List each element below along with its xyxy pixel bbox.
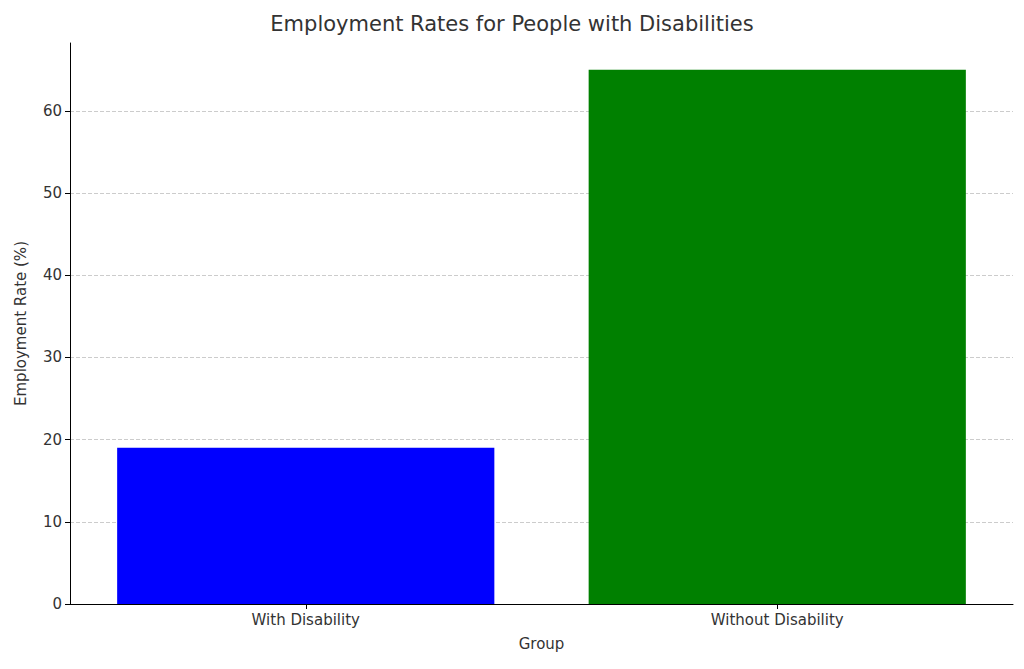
svg-text:10: 10 [43,513,62,531]
svg-text:30: 30 [43,348,62,366]
svg-text:60: 60 [43,102,62,120]
svg-text:Without Disability: Without Disability [711,611,844,629]
svg-text:40: 40 [43,266,62,284]
svg-text:Employment Rate (%): Employment Rate (%) [12,241,30,406]
svg-text:0: 0 [52,595,62,613]
svg-text:With Disability: With Disability [252,611,360,629]
svg-text:Employment Rates for People wi: Employment Rates for People with Disabil… [270,12,753,36]
svg-text:Group: Group [519,635,565,653]
svg-text:50: 50 [43,184,62,202]
svg-text:20: 20 [43,431,62,449]
